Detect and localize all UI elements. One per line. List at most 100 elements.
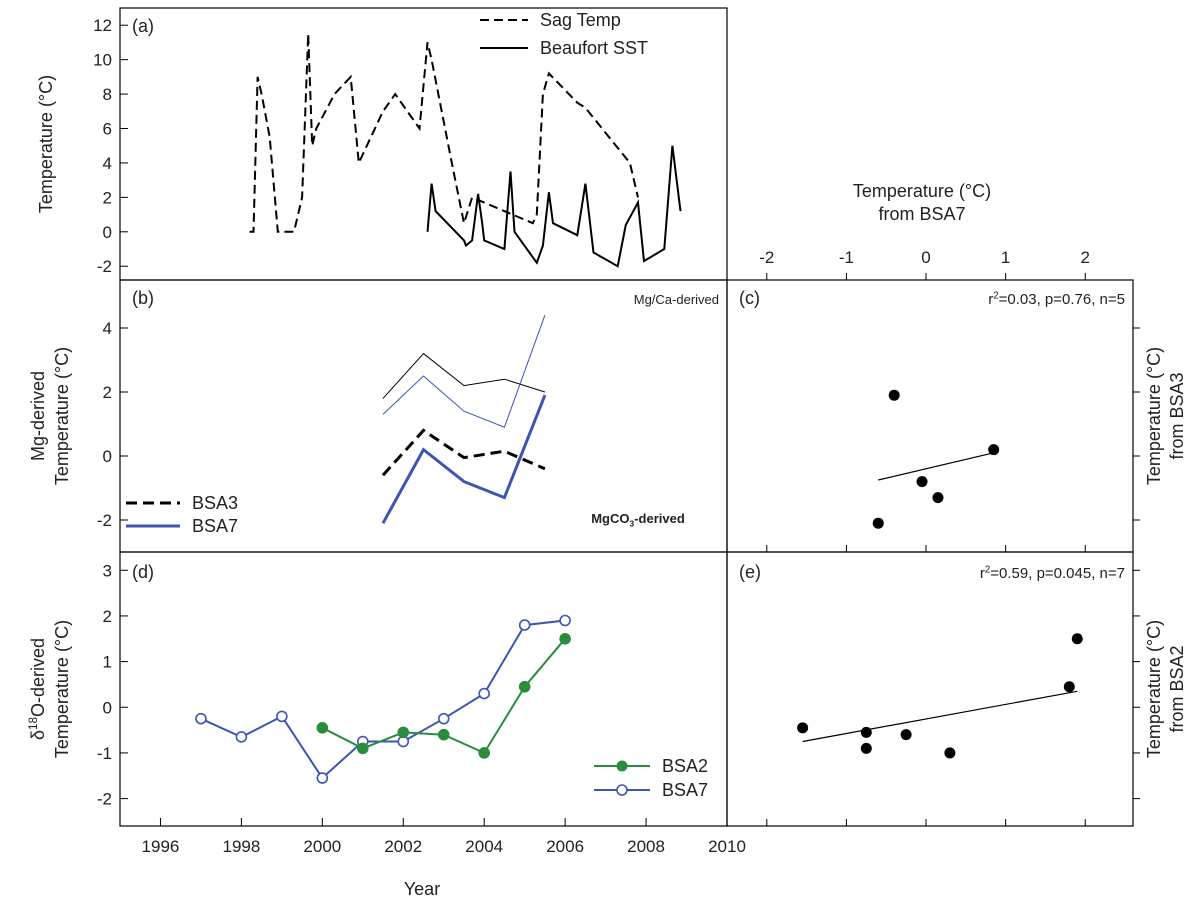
panel-c-scatter-bsa3: -2 -1 0 1 2 (c) r2=0.03, p=0.76, n=5 Temperatur… bbox=[726, 248, 1187, 553]
panel-a-ytick-label-12: 12 bbox=[93, 16, 112, 35]
panel-d-ytick-label-1: 1 bbox=[103, 653, 112, 672]
panel-d-ylabel-line2: Temperature (°C) bbox=[52, 620, 72, 758]
panel-c-ylabel-line1: Temperature (°C) bbox=[1144, 347, 1164, 485]
panel-c-top-xtick-label--1: -1 bbox=[839, 248, 854, 267]
legend-bsa7-label: BSA7 bbox=[192, 516, 238, 536]
panel-b-annotation-mgco3-part-0: MgCO bbox=[591, 511, 629, 526]
panel-d-xtick-label-2006: 2006 bbox=[546, 837, 584, 856]
panel-b-ylabel-line1: Mg-derived bbox=[28, 371, 48, 461]
panel-c-stats-part-2: =0.03, p=0.76, n=5 bbox=[999, 291, 1125, 308]
panel-b-annotation-mgco3: MgCO3-derived bbox=[591, 511, 685, 528]
panel-a-ytick-label-2: 2 bbox=[103, 188, 112, 207]
panel-d-ytick-label-0: 0 bbox=[103, 698, 112, 717]
panel-b-series-bsa7-mgco3-line bbox=[381, 394, 547, 524]
panel-a-series-beaufort-sst-line bbox=[426, 145, 682, 268]
panel-d-bsa7-point-9 bbox=[559, 614, 571, 627]
panel-e-point-3 bbox=[900, 729, 912, 741]
legend-d-bsa7-swatch-marker bbox=[616, 784, 628, 796]
panel-d-bsa7-point-7 bbox=[478, 687, 491, 700]
panel-e-frame bbox=[726, 551, 1134, 827]
panel-d-ytick-label--2: -2 bbox=[97, 790, 112, 809]
panel-d-ylabel-line1-part-1: 18 bbox=[27, 717, 40, 730]
panel-e-stats-part-0: r bbox=[980, 565, 985, 582]
panel-c-regression-line bbox=[878, 452, 994, 481]
panel-d-xtick-label-1996: 1996 bbox=[142, 837, 180, 856]
panel-b-annotation-mgco3-part-2: -derived bbox=[634, 511, 685, 526]
panel-c-stats: r2=0.03, p=0.76, n=5 bbox=[988, 290, 1125, 308]
panel-a-ytick-label-10: 10 bbox=[93, 51, 112, 70]
panel-c-top-xtick-label--2: -2 bbox=[759, 248, 774, 267]
panel-b-label: (b) bbox=[132, 288, 154, 308]
panel-d-d18o-temperature: -2 -1 0 1 2 3 1996 1998 2000 2002 2004 2006 2008 2010… bbox=[27, 551, 746, 856]
figure-labels: Year Temperature (°C) from BSA7 bbox=[404, 181, 991, 899]
panel-d-ytick-label-3: 3 bbox=[103, 561, 112, 580]
panel-c-point-3 bbox=[932, 492, 944, 504]
panel-c-top-xtick-label-0: 0 bbox=[921, 248, 930, 267]
panel-d-label: (d) bbox=[132, 562, 154, 582]
panel-b-ylabel-line2: Temperature (°C) bbox=[52, 347, 72, 485]
panel-b-ytick-label-0: 0 bbox=[103, 447, 112, 466]
panel-a-ytick-label-0: 0 bbox=[103, 223, 112, 242]
panel-d-bsa7-point-0 bbox=[195, 712, 207, 725]
panel-c-top-xtick-label-2: 2 bbox=[1081, 248, 1090, 267]
panel-b-ytick-label--2: -2 bbox=[97, 511, 112, 530]
panel-d-frame bbox=[119, 551, 728, 827]
panel-b-series-bsa7-mgca-line bbox=[382, 315, 546, 428]
panel-a-series-sag-temp-line bbox=[249, 33, 639, 233]
panel-d-xtick-label-2008: 2008 bbox=[627, 837, 665, 856]
top-axis-label-line2: from BSA7 bbox=[878, 204, 965, 224]
panel-c-stats-part-0: r bbox=[988, 291, 993, 308]
panel-e-point-5 bbox=[1063, 681, 1075, 693]
legend-bsa3-label: BSA3 bbox=[192, 493, 238, 513]
panel-b-series-bsa3-mgco3-line bbox=[381, 428, 546, 477]
panel-a-ytick-label-6: 6 bbox=[103, 120, 112, 139]
panel-a-label: (a) bbox=[132, 16, 154, 36]
panel-d-ytick-label--1: -1 bbox=[97, 744, 112, 763]
panel-c-point-0 bbox=[872, 517, 884, 529]
panel-e-stats-part-2: =0.59, p=0.045, n=7 bbox=[990, 565, 1125, 582]
panel-c-point-1 bbox=[888, 389, 900, 401]
panel-d-bsa2-point-6 bbox=[559, 632, 571, 645]
panel-b-mg-temperature: -2 0 2 4 (b) Mg/Ca-derived MgCO3-derived Mg-der… bbox=[28, 279, 728, 553]
panel-e-ylabel-line2: from BSA2 bbox=[1167, 645, 1187, 732]
panel-d-bsa7-point-2 bbox=[276, 710, 288, 723]
panel-b-ytick-label-2: 2 bbox=[103, 383, 112, 402]
panel-e-label: (e) bbox=[739, 562, 761, 582]
panel-c-top-xtick-label-1: 1 bbox=[1001, 248, 1010, 267]
panel-d-ylabel-line1-part-0: δ bbox=[28, 730, 48, 740]
panel-e-stats: r2=0.59, p=0.045, n=7 bbox=[980, 564, 1125, 582]
panel-a-ytick-label-4: 4 bbox=[103, 154, 112, 173]
panel-d-ylabel-line1: δ18O-derived bbox=[27, 638, 48, 740]
panel-c-label: (c) bbox=[739, 288, 760, 308]
legend-d-bsa2-label: BSA2 bbox=[662, 756, 708, 776]
panel-d-bsa7-point-1 bbox=[235, 731, 248, 743]
panel-d-bsa2-point-3 bbox=[437, 728, 450, 741]
panel-e-point-4 bbox=[944, 747, 956, 759]
panel-b-annotation-mgca: Mg/Ca-derived bbox=[634, 292, 719, 307]
panel-e-point-0 bbox=[797, 722, 809, 734]
panel-d-xtick-label-1998: 1998 bbox=[222, 837, 260, 856]
panel-e-regression-line bbox=[802, 690, 1078, 743]
panel-d-series-bsa7-line bbox=[200, 619, 566, 780]
legend-d-bsa2-swatch-marker bbox=[616, 760, 628, 772]
panel-e-scatter-bsa2: (e) r2=0.59, p=0.045, n=7 Temperature (°C)… bbox=[726, 551, 1187, 827]
panel-a-ytick-label--2: -2 bbox=[97, 257, 112, 276]
panel-d-bsa2-point-4 bbox=[478, 747, 491, 759]
panel-d-xtick-label-2000: 2000 bbox=[303, 837, 341, 856]
panel-d-bsa7-point-3 bbox=[316, 772, 329, 784]
panel-e-point-6 bbox=[1071, 633, 1083, 645]
panel-d-xtick-label-2002: 2002 bbox=[384, 837, 422, 856]
panel-e-ylabel-line1: Temperature (°C) bbox=[1144, 620, 1164, 758]
panel-c-point-2 bbox=[916, 476, 928, 488]
legend-sag-temp-label: Sag Temp bbox=[540, 10, 621, 30]
legend-d-bsa7-label: BSA7 bbox=[662, 780, 708, 800]
top-axis-label-line1: Temperature (°C) bbox=[853, 181, 991, 201]
panel-b-annotation-mgco3-part-1: 3 bbox=[630, 518, 635, 528]
panel-d-bsa2-point-0 bbox=[316, 722, 329, 734]
panel-d-xtick-label-2004: 2004 bbox=[465, 837, 503, 856]
panel-c-ylabel-line2: from BSA3 bbox=[1167, 372, 1187, 459]
legend-beaufort-sst-label: Beaufort SST bbox=[540, 38, 648, 58]
panel-c-frame bbox=[726, 279, 1134, 553]
panel-d-bsa2-point-2 bbox=[397, 726, 410, 739]
